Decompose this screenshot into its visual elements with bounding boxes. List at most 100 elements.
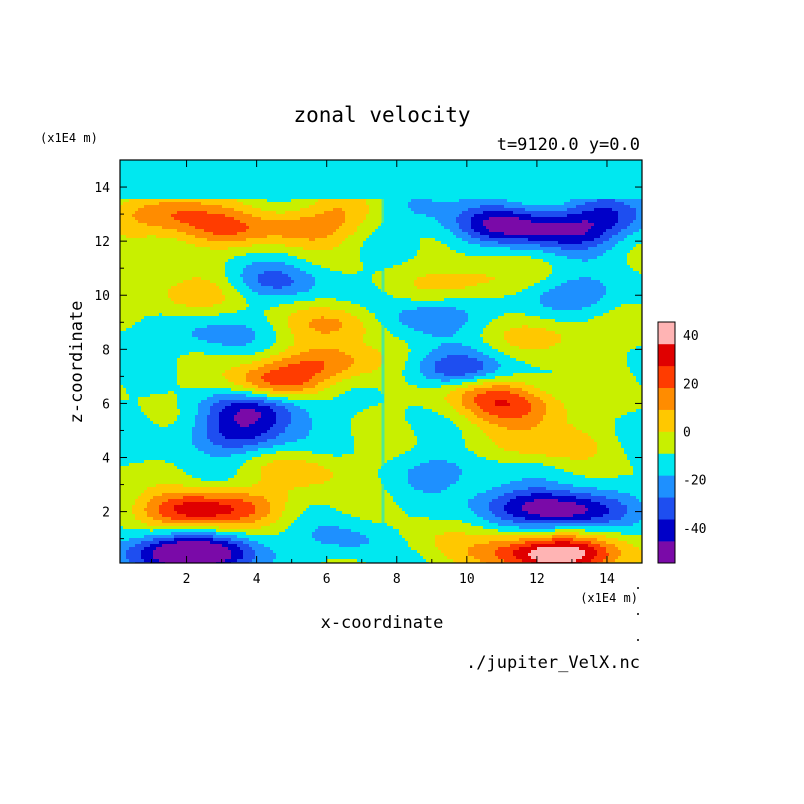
contour-cell <box>225 223 228 226</box>
contour-cell <box>468 169 471 172</box>
contour-cell <box>288 175 291 178</box>
contour-cell <box>591 235 594 238</box>
contour-cell <box>522 187 525 190</box>
contour-cell <box>246 175 249 178</box>
contour-cell <box>609 241 612 244</box>
contour-cell <box>159 202 162 205</box>
contour-cell <box>369 166 372 169</box>
contour-cell <box>315 184 318 187</box>
contour-cell <box>531 172 534 175</box>
contour-cell <box>435 181 438 184</box>
contour-cell <box>609 235 612 238</box>
contour-cell <box>426 169 429 172</box>
contour-cell <box>303 193 306 196</box>
contour-cell <box>132 244 135 247</box>
contour-cell <box>234 229 237 232</box>
contour-cell <box>141 202 144 205</box>
contour-cell <box>159 199 162 202</box>
contour-cell <box>606 211 609 214</box>
contour-cell <box>609 172 612 175</box>
contour-cell <box>540 175 543 178</box>
contour-cell <box>486 163 489 166</box>
contour-cell <box>288 229 291 232</box>
contour-cell <box>150 202 153 205</box>
contour-cell <box>132 166 135 169</box>
contour-cell <box>420 226 423 229</box>
contour-cell <box>471 181 474 184</box>
contour-cell <box>384 223 387 226</box>
contour-cell <box>186 196 189 199</box>
contour-cell <box>345 208 348 211</box>
contour-cell <box>366 175 369 178</box>
contour-cell <box>438 181 441 184</box>
contour-cell <box>543 178 546 181</box>
contour-cell <box>561 199 564 202</box>
contour-cell <box>633 217 636 220</box>
contour-cell <box>126 163 129 166</box>
contour-cell <box>285 178 288 181</box>
contour-cell <box>321 181 324 184</box>
contour-cell <box>135 202 138 205</box>
contour-cell <box>609 208 612 211</box>
contour-cell <box>537 229 540 232</box>
contour-cell <box>531 193 534 196</box>
contour-cell <box>174 193 177 196</box>
contour-cell <box>240 172 243 175</box>
contour-cell <box>606 214 609 217</box>
contour-cell <box>417 178 420 181</box>
contour-cell <box>369 181 372 184</box>
contour-cell <box>129 232 132 235</box>
contour-cell <box>369 217 372 220</box>
contour-cell <box>522 217 525 220</box>
contour-cell <box>372 181 375 184</box>
contour-cell <box>459 190 462 193</box>
contour-cell <box>420 187 423 190</box>
contour-cell <box>201 181 204 184</box>
contour-cell <box>480 226 483 229</box>
contour-cell <box>237 196 240 199</box>
contour-cell <box>579 211 582 214</box>
contour-cell <box>348 241 351 244</box>
contour-cell <box>591 178 594 181</box>
contour-cell <box>591 193 594 196</box>
contour-cell <box>123 181 126 184</box>
contour-cell <box>183 172 186 175</box>
contour-cell <box>591 169 594 172</box>
contour-cell <box>192 211 195 214</box>
contour-cell <box>198 205 201 208</box>
contour-cell <box>261 172 264 175</box>
contour-cell <box>237 205 240 208</box>
contour-cell <box>177 217 180 220</box>
contour-cell <box>597 187 600 190</box>
contour-cell <box>435 229 438 232</box>
contour-cell <box>201 229 204 232</box>
contour-cell <box>534 217 537 220</box>
contour-cell <box>150 217 153 220</box>
contour-cell <box>300 163 303 166</box>
contour-cell <box>519 235 522 238</box>
contour-cell <box>351 169 354 172</box>
contour-cell <box>618 238 621 241</box>
contour-cell <box>627 169 630 172</box>
contour-cell <box>498 187 501 190</box>
contour-cell <box>330 241 333 244</box>
contour-cell <box>480 244 483 247</box>
contour-cell <box>174 235 177 238</box>
contour-cell <box>201 178 204 181</box>
contour-cell <box>252 163 255 166</box>
contour-cell <box>303 175 306 178</box>
contour-cell <box>372 229 375 232</box>
contour-cell <box>270 169 273 172</box>
contour-cell <box>267 181 270 184</box>
contour-cell <box>627 166 630 169</box>
contour-cell <box>225 178 228 181</box>
contour-cell <box>576 190 579 193</box>
contour-cell <box>210 223 213 226</box>
contour-cell <box>276 202 279 205</box>
contour-cell <box>177 211 180 214</box>
contour-cell <box>588 166 591 169</box>
contour-cell <box>180 223 183 226</box>
contour-cell <box>252 196 255 199</box>
contour-cell <box>360 244 363 247</box>
contour-cell <box>465 211 468 214</box>
